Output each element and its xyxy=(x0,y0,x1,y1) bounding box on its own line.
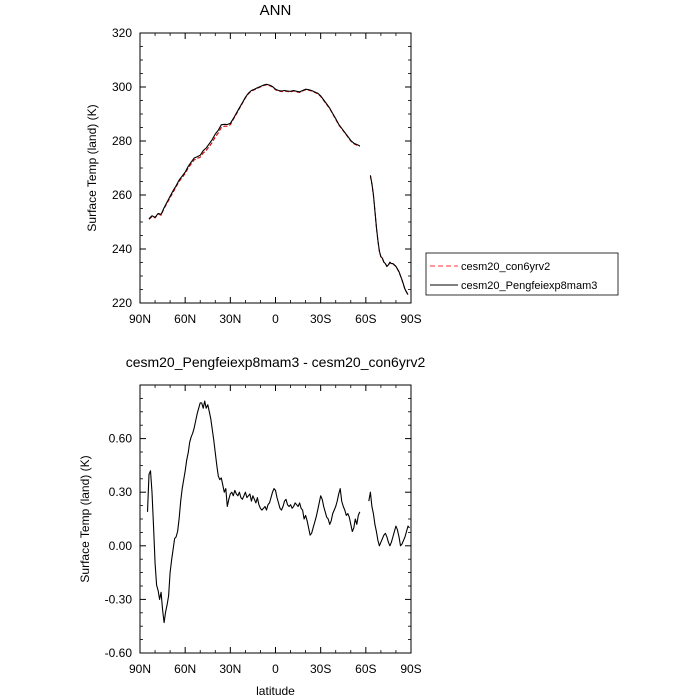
y-tick-label: 280 xyxy=(112,134,132,148)
y-tick-label: -0.60 xyxy=(105,646,133,660)
x-tick-label: 30S xyxy=(310,662,331,676)
bottom-axis-ticks xyxy=(139,385,412,654)
bottom-series-lines xyxy=(146,400,410,624)
y-tick-label: 220 xyxy=(112,296,132,310)
x-tick-label: 30N xyxy=(219,312,241,326)
y-tick-label: 0.30 xyxy=(109,485,133,499)
x-tick-label: 60N xyxy=(174,312,196,326)
x-tick-label: 60N xyxy=(174,662,196,676)
bottom-chart: cesm20_Pengfeiexp8mam3 - cesm20_con6yrv2… xyxy=(78,354,426,698)
x-tick-label: 0 xyxy=(272,312,279,326)
legend-box xyxy=(425,252,619,296)
y-tick-label: 300 xyxy=(112,80,132,94)
x-tick-label: 90S xyxy=(400,312,421,326)
x-tick-label: 0 xyxy=(272,662,279,676)
series-line-cesm20-pengfeiexp8mam3-segment-2 xyxy=(369,175,409,295)
bottom-chart-title: cesm20_Pengfeiexp8mam3 - cesm20_con6yrv2 xyxy=(126,354,426,370)
bottom-tick-labels: 90N 60N 30N 0 30S 60S 90S -0.60 -0.30 0.00 0.30 0.6… xyxy=(105,432,422,676)
y-tick-label: 240 xyxy=(112,242,132,256)
x-tick-label: 30N xyxy=(219,662,241,676)
legend-label-cesm20-pengfeiexp8mam3: cesm20_Pengfeiexp8mam3 xyxy=(461,280,597,292)
x-tick-label: 30S xyxy=(310,312,331,326)
series-line-difference-segment-1 xyxy=(146,400,361,624)
top-plot-frame xyxy=(139,32,412,304)
x-tick-label: 60S xyxy=(355,312,376,326)
bottom-chart-ylabel: Surface Temp (land) (K) xyxy=(78,455,92,582)
series-line-cesm20-pengfeiexp8mam3-segment-1 xyxy=(148,83,361,220)
y-tick-label: 320 xyxy=(112,26,132,40)
series-line-difference-segment-2 xyxy=(368,491,410,547)
bottom-plot-frame xyxy=(139,384,412,654)
top-chart-title: ANN xyxy=(260,2,292,19)
y-tick-label: 0.60 xyxy=(109,432,133,446)
top-chart-ylabel: Surface Temp (land) (K) xyxy=(85,104,99,231)
series-line-cesm20-con6yrv2-segment-1 xyxy=(148,84,361,220)
x-tick-label: 90N xyxy=(129,312,151,326)
top-tick-labels: 90N 60N 30N 0 30S 60S 90S 220 240 260 280 300 320 xyxy=(112,26,422,326)
top-series-lines xyxy=(148,83,409,296)
top-axis-ticks xyxy=(139,32,412,304)
bottom-chart-xlabel: latitude xyxy=(256,684,295,698)
y-tick-label: 0.00 xyxy=(109,539,133,553)
top-chart: ANN Surface Temp (land) (K) 90N 60N 30N 0 30… xyxy=(85,2,619,326)
y-tick-label: -0.30 xyxy=(105,592,133,606)
series-line-cesm20-con6yrv2-segment-2 xyxy=(369,175,409,296)
x-tick-label: 60S xyxy=(355,662,376,676)
legend-label-cesm20-con6yrv2: cesm20_con6yrv2 xyxy=(461,261,550,273)
y-tick-label: 260 xyxy=(112,188,132,202)
x-tick-label: 90N xyxy=(129,662,151,676)
legend: cesm20_con6yrv2 cesm20_Pengfeiexp8mam3 xyxy=(425,252,619,296)
x-tick-label: 90S xyxy=(400,662,421,676)
